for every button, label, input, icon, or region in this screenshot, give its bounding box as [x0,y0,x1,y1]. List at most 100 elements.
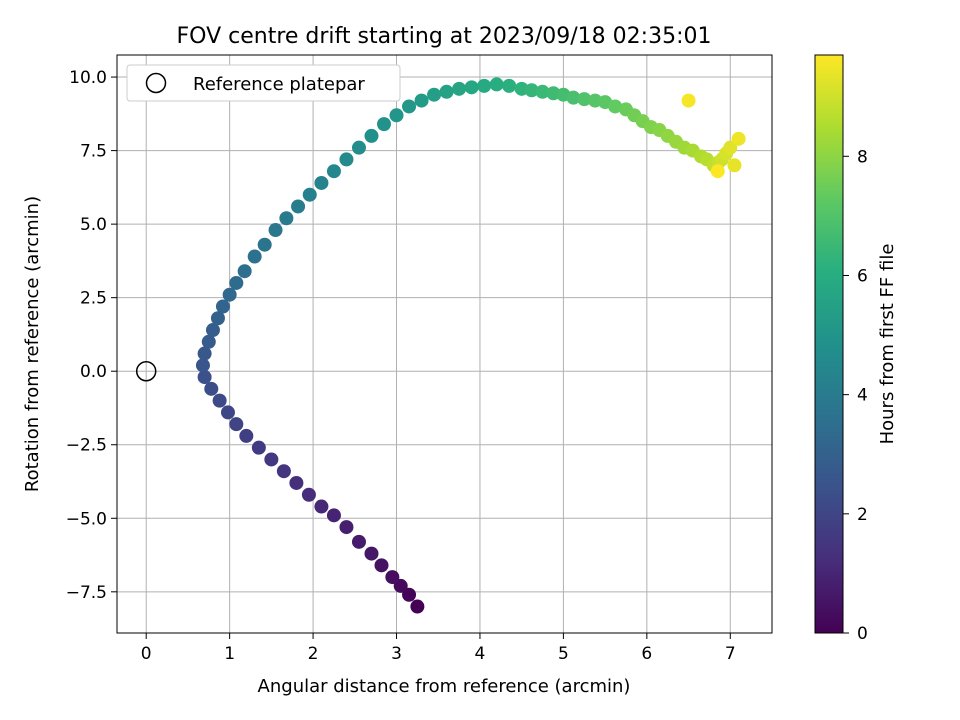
colorbar-tick-label: 0 [857,624,868,644]
data-point [197,346,212,361]
y-axis-ticks: −7.5 −5.0 −2.5 0.0 2.5 5.0 7.5 10.0 [66,68,117,603]
x-tick-label: 6 [641,644,652,664]
data-point [302,187,317,202]
legend: Reference platepar [126,64,401,102]
data-point [291,199,306,214]
data-point [731,131,746,146]
data-point [339,520,354,535]
colorbar-tick-label: 4 [857,386,868,406]
data-point [205,323,220,338]
data-point [439,84,454,99]
x-tick-label: 2 [308,644,319,664]
colorbar [814,54,844,634]
data-point [326,164,341,179]
plot-frame [116,54,773,634]
data-point [314,175,329,190]
legend-entry-label: Reference platepar [193,74,365,95]
data-point [524,83,539,98]
data-point [377,117,392,132]
data-point [681,93,696,108]
data-point [314,499,329,514]
x-tick-label: 5 [558,644,569,664]
data-point [251,440,266,455]
data-point [389,108,404,123]
data-point [723,140,738,155]
x-tick-label: 0 [141,644,152,664]
colorbar-tick-label: 8 [857,147,868,167]
data-point [351,534,366,549]
y-tick-label: 5.0 [80,215,107,235]
data-point [268,223,283,238]
data-point [489,77,504,92]
colorbar-tick-label: 6 [857,266,868,286]
scatter-points [195,77,746,614]
data-point [351,140,366,155]
data-point [502,78,517,93]
data-point [414,93,429,108]
data-point [385,570,400,585]
data-point [452,81,467,96]
x-axis-ticks: 0 1 2 3 4 5 6 7 [141,633,736,664]
gridlines [117,55,772,633]
data-point [477,78,492,93]
data-point [374,558,389,573]
data-point [427,87,442,102]
data-point [339,152,354,167]
data-point [393,578,408,593]
data-point [276,464,291,479]
data-point [212,393,227,408]
data-point [410,599,425,614]
legend-box [126,64,401,102]
y-tick-label: −2.5 [66,436,107,456]
y-tick-label: −5.0 [66,509,107,529]
colorbar-label: Hours from first FF file [877,244,898,445]
y-tick-label: −7.5 [66,583,107,603]
data-point [197,370,212,385]
colorbar-tick-label: 2 [857,505,868,525]
data-point [402,587,417,602]
data-point [237,264,252,279]
x-tick-label: 1 [224,644,235,664]
data-point [229,417,244,432]
data-point [195,358,210,373]
data-point [220,405,235,420]
data-point [402,99,417,114]
data-point [247,249,262,264]
data-point [215,299,230,314]
reference-platepar-marker [135,360,157,382]
y-axis-label: Rotation from reference (arcmin) [22,196,43,492]
data-point [279,211,294,226]
colorbar-ticks: 0 2 4 6 8 [843,147,868,644]
data-point [301,487,316,502]
data-point [364,128,379,143]
data-point [577,92,592,107]
data-point [239,428,254,443]
y-tick-label: 10.0 [69,68,107,88]
reference-marker-layer [135,360,157,382]
data-point [264,452,279,467]
data-point [566,90,581,105]
data-point [710,164,725,179]
data-point [535,84,550,99]
data-point [464,80,479,95]
x-axis-label: Angular distance from reference (arcmin) [258,676,631,697]
y-tick-label: 0.0 [80,362,107,382]
data-point [210,311,225,326]
data-point [204,381,219,396]
x-tick-label: 3 [391,644,402,664]
data-point [326,508,341,523]
data-point [222,287,237,302]
y-tick-label: 2.5 [80,289,107,309]
data-point [608,99,623,114]
x-tick-label: 7 [725,644,736,664]
y-tick-label: 7.5 [80,142,107,162]
chart-title: FOV centre drift starting at 2023/09/18 … [177,24,712,49]
legend-marker-icon [145,72,167,94]
data-point [364,546,379,561]
x-tick-label: 4 [475,644,486,664]
data-point [229,275,244,290]
data-point [727,158,742,173]
data-point [201,334,216,349]
data-point [289,475,304,490]
